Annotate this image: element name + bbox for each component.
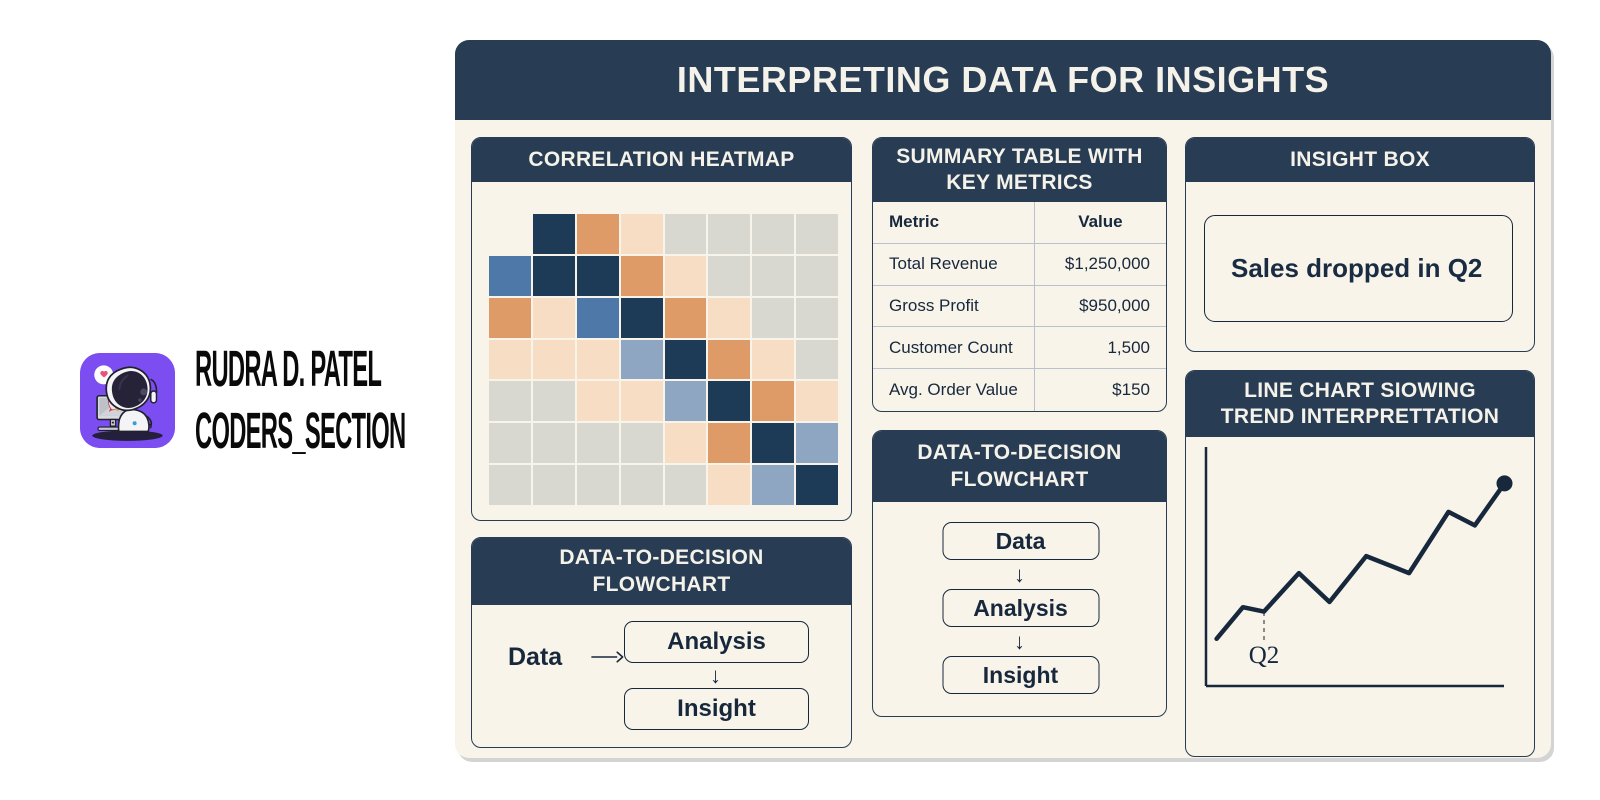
svg-text:Q2: Q2 xyxy=(1249,642,1280,669)
